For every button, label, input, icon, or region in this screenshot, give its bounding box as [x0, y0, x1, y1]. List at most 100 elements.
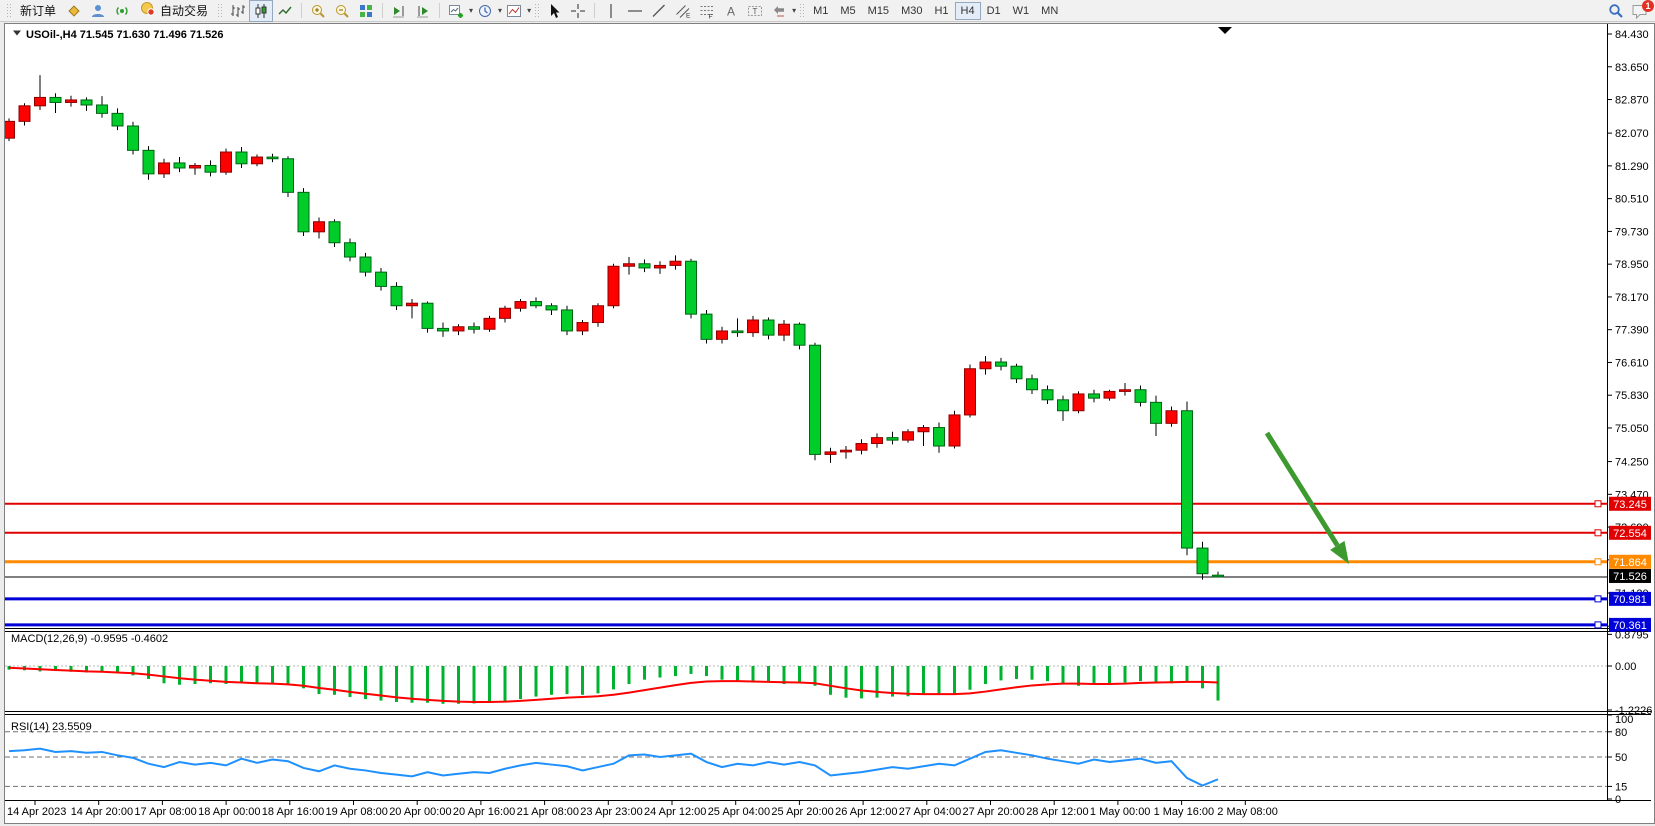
svg-text:19 Apr 08:00: 19 Apr 08:00 — [326, 806, 388, 818]
timeframe-button-d1[interactable]: D1 — [986, 4, 1001, 17]
svg-text:80.510: 80.510 — [1615, 194, 1649, 206]
crosshair-icon[interactable] — [566, 0, 590, 22]
svg-text:75.830: 75.830 — [1615, 390, 1649, 402]
auto-trading-button[interactable]: 自动交易 — [134, 1, 214, 21]
toolbar-grip[interactable] — [6, 3, 11, 18]
svg-text:15: 15 — [1615, 781, 1627, 793]
new-chart-icon[interactable] — [444, 0, 468, 22]
svg-text:70.981: 70.981 — [1613, 594, 1647, 606]
svg-text:2 May 08:00: 2 May 08:00 — [1217, 806, 1278, 818]
rsi-line — [8, 747, 1219, 787]
svg-text:83.650: 83.650 — [1615, 62, 1649, 74]
periods-icon-dropdown[interactable]: ▾ — [498, 6, 503, 15]
svg-text:71.864: 71.864 — [1613, 557, 1647, 569]
svg-text:20 Apr 16:00: 20 Apr 16:00 — [453, 806, 515, 818]
vertical-line-icon[interactable] — [599, 0, 623, 22]
arrows-icon[interactable] — [767, 0, 791, 22]
timeframe-button-m30[interactable]: M30 — [901, 4, 923, 17]
main-toolbar: 新订单 自动交易 ▾ ▾ ▾ E F A T ▾ M1 M5 M15 M30 H1 H4 D1 W1 MN 1 — [0, 0, 1655, 22]
signal-icon[interactable] — [110, 0, 134, 22]
svg-text:75.050: 75.050 — [1615, 423, 1649, 435]
market-icon[interactable] — [62, 0, 86, 22]
svg-text:100: 100 — [1615, 714, 1633, 726]
auto-trading-button-label: 自动交易 — [160, 4, 209, 18]
hline-labels: 73.245 72.554 71.864 70.981 70.361 71.526 — [1594, 496, 1651, 632]
svg-text:RSI(14) 23.5509: RSI(14) 23.5509 — [11, 721, 92, 733]
auto-scroll-icon[interactable] — [387, 0, 411, 22]
zoom-in-icon[interactable] — [306, 0, 330, 22]
toolbar-separator — [439, 3, 441, 18]
toolbar-separator — [301, 3, 303, 18]
svg-text:0.00: 0.00 — [1615, 661, 1636, 673]
svg-text:18 Apr 16:00: 18 Apr 16:00 — [262, 806, 324, 818]
templates-icon-dropdown[interactable]: ▾ — [527, 6, 532, 15]
search-icon[interactable] — [1604, 0, 1628, 22]
svg-text:USOil-,H4 71.545 71.630 71.49: USOil-,H4 71.545 71.630 71.496 71.526 — [26, 29, 224, 41]
bar-chart-icon[interactable] — [225, 0, 249, 22]
tile-windows-icon[interactable] — [354, 0, 378, 22]
svg-text:50: 50 — [1615, 752, 1627, 764]
toolbar-grip[interactable] — [799, 3, 805, 18]
svg-text:A: A — [727, 4, 735, 18]
chat-icon[interactable]: 1 — [1628, 0, 1654, 22]
timeframe-button-mn[interactable]: MN — [1041, 4, 1059, 17]
timeframe-button-m1[interactable]: M1 — [813, 4, 829, 17]
toolbar-separator — [594, 3, 596, 18]
timeframe-button-m15[interactable]: M15 — [867, 4, 890, 17]
channel-icon[interactable]: E — [671, 0, 695, 22]
price-chart[interactable]: 84.430 83.650 82.870 82.070 81.290 80.510 79.7… — [5, 24, 1652, 821]
svg-text:77.390: 77.390 — [1615, 325, 1649, 337]
candle-chart-icon[interactable] — [249, 0, 274, 22]
svg-text:73.245: 73.245 — [1613, 499, 1647, 511]
svg-text:27 Apr 04:00: 27 Apr 04:00 — [899, 806, 961, 818]
svg-text:28 Apr 12:00: 28 Apr 12:00 — [1026, 806, 1088, 818]
label-icon[interactable]: T — [743, 0, 767, 22]
svg-text:79.730: 79.730 — [1615, 226, 1649, 238]
timeframe-button-h1[interactable]: H1 — [934, 4, 949, 17]
svg-text:14 Apr 20:00: 14 Apr 20:00 — [71, 806, 133, 818]
svg-text:-1.2226: -1.2226 — [1615, 705, 1652, 717]
fibonacci-icon[interactable]: F — [695, 0, 719, 22]
candlesticks — [5, 75, 1224, 580]
timeframe-button-m5[interactable]: M5 — [840, 4, 856, 17]
svg-text:20 Apr 00:00: 20 Apr 00:00 — [389, 806, 451, 818]
trendline-icon[interactable] — [647, 0, 671, 22]
chart-shift-icon[interactable] — [411, 0, 435, 22]
svg-text:70.361: 70.361 — [1613, 620, 1647, 632]
timeframe-button-h4[interactable]: H4 — [954, 1, 981, 20]
svg-text:74.250: 74.250 — [1615, 457, 1649, 469]
templates-icon[interactable] — [502, 0, 526, 22]
svg-text:81.290: 81.290 — [1615, 161, 1649, 173]
svg-text:76.610: 76.610 — [1615, 357, 1649, 369]
new-order-button[interactable]: 新订单 — [14, 1, 62, 21]
cursor-icon[interactable] — [542, 0, 566, 22]
arrows-icon-dropdown[interactable]: ▾ — [792, 6, 797, 15]
chart-window: 84.430 83.650 82.870 82.070 81.290 80.510 79.7… — [4, 23, 1655, 824]
toolbar-grip[interactable] — [534, 3, 540, 18]
timeframe-button-w1[interactable]: W1 — [1012, 4, 1030, 17]
macd-signal-line — [8, 666, 1219, 703]
line-chart-icon[interactable] — [273, 0, 297, 22]
macd-panel: 0.8795 0.00 -1.2226 MACD(12,26,9) -0.9595 -… — [5, 629, 1652, 717]
svg-text:E: E — [686, 12, 691, 19]
toolbar-grip[interactable] — [217, 3, 223, 18]
svg-text:80: 80 — [1615, 727, 1627, 739]
svg-text:F: F — [709, 13, 713, 19]
svg-text:1 May 16:00: 1 May 16:00 — [1154, 806, 1215, 818]
accounts-icon[interactable] — [86, 0, 110, 22]
chart-title-overlay: USOil-,H4 71.545 71.630 71.496 71.526 — [13, 29, 224, 41]
horizontal-lines[interactable] — [5, 502, 1607, 627]
zoom-out-icon[interactable] — [330, 0, 354, 22]
periods-icon[interactable] — [473, 0, 497, 22]
svg-text:0: 0 — [1615, 794, 1621, 806]
svg-text:25 Apr 04:00: 25 Apr 04:00 — [708, 806, 770, 818]
text-icon[interactable]: A — [719, 0, 743, 22]
svg-text:T: T — [753, 7, 758, 16]
trend-arrow[interactable] — [1264, 431, 1349, 564]
autotrade-icon — [140, 1, 156, 20]
symbol-dropdown-icon — [13, 30, 21, 36]
new-chart-icon-dropdown[interactable]: ▾ — [469, 6, 474, 15]
horizontal-line-icon[interactable] — [623, 0, 647, 22]
symbol-marker-icon — [1218, 27, 1232, 34]
